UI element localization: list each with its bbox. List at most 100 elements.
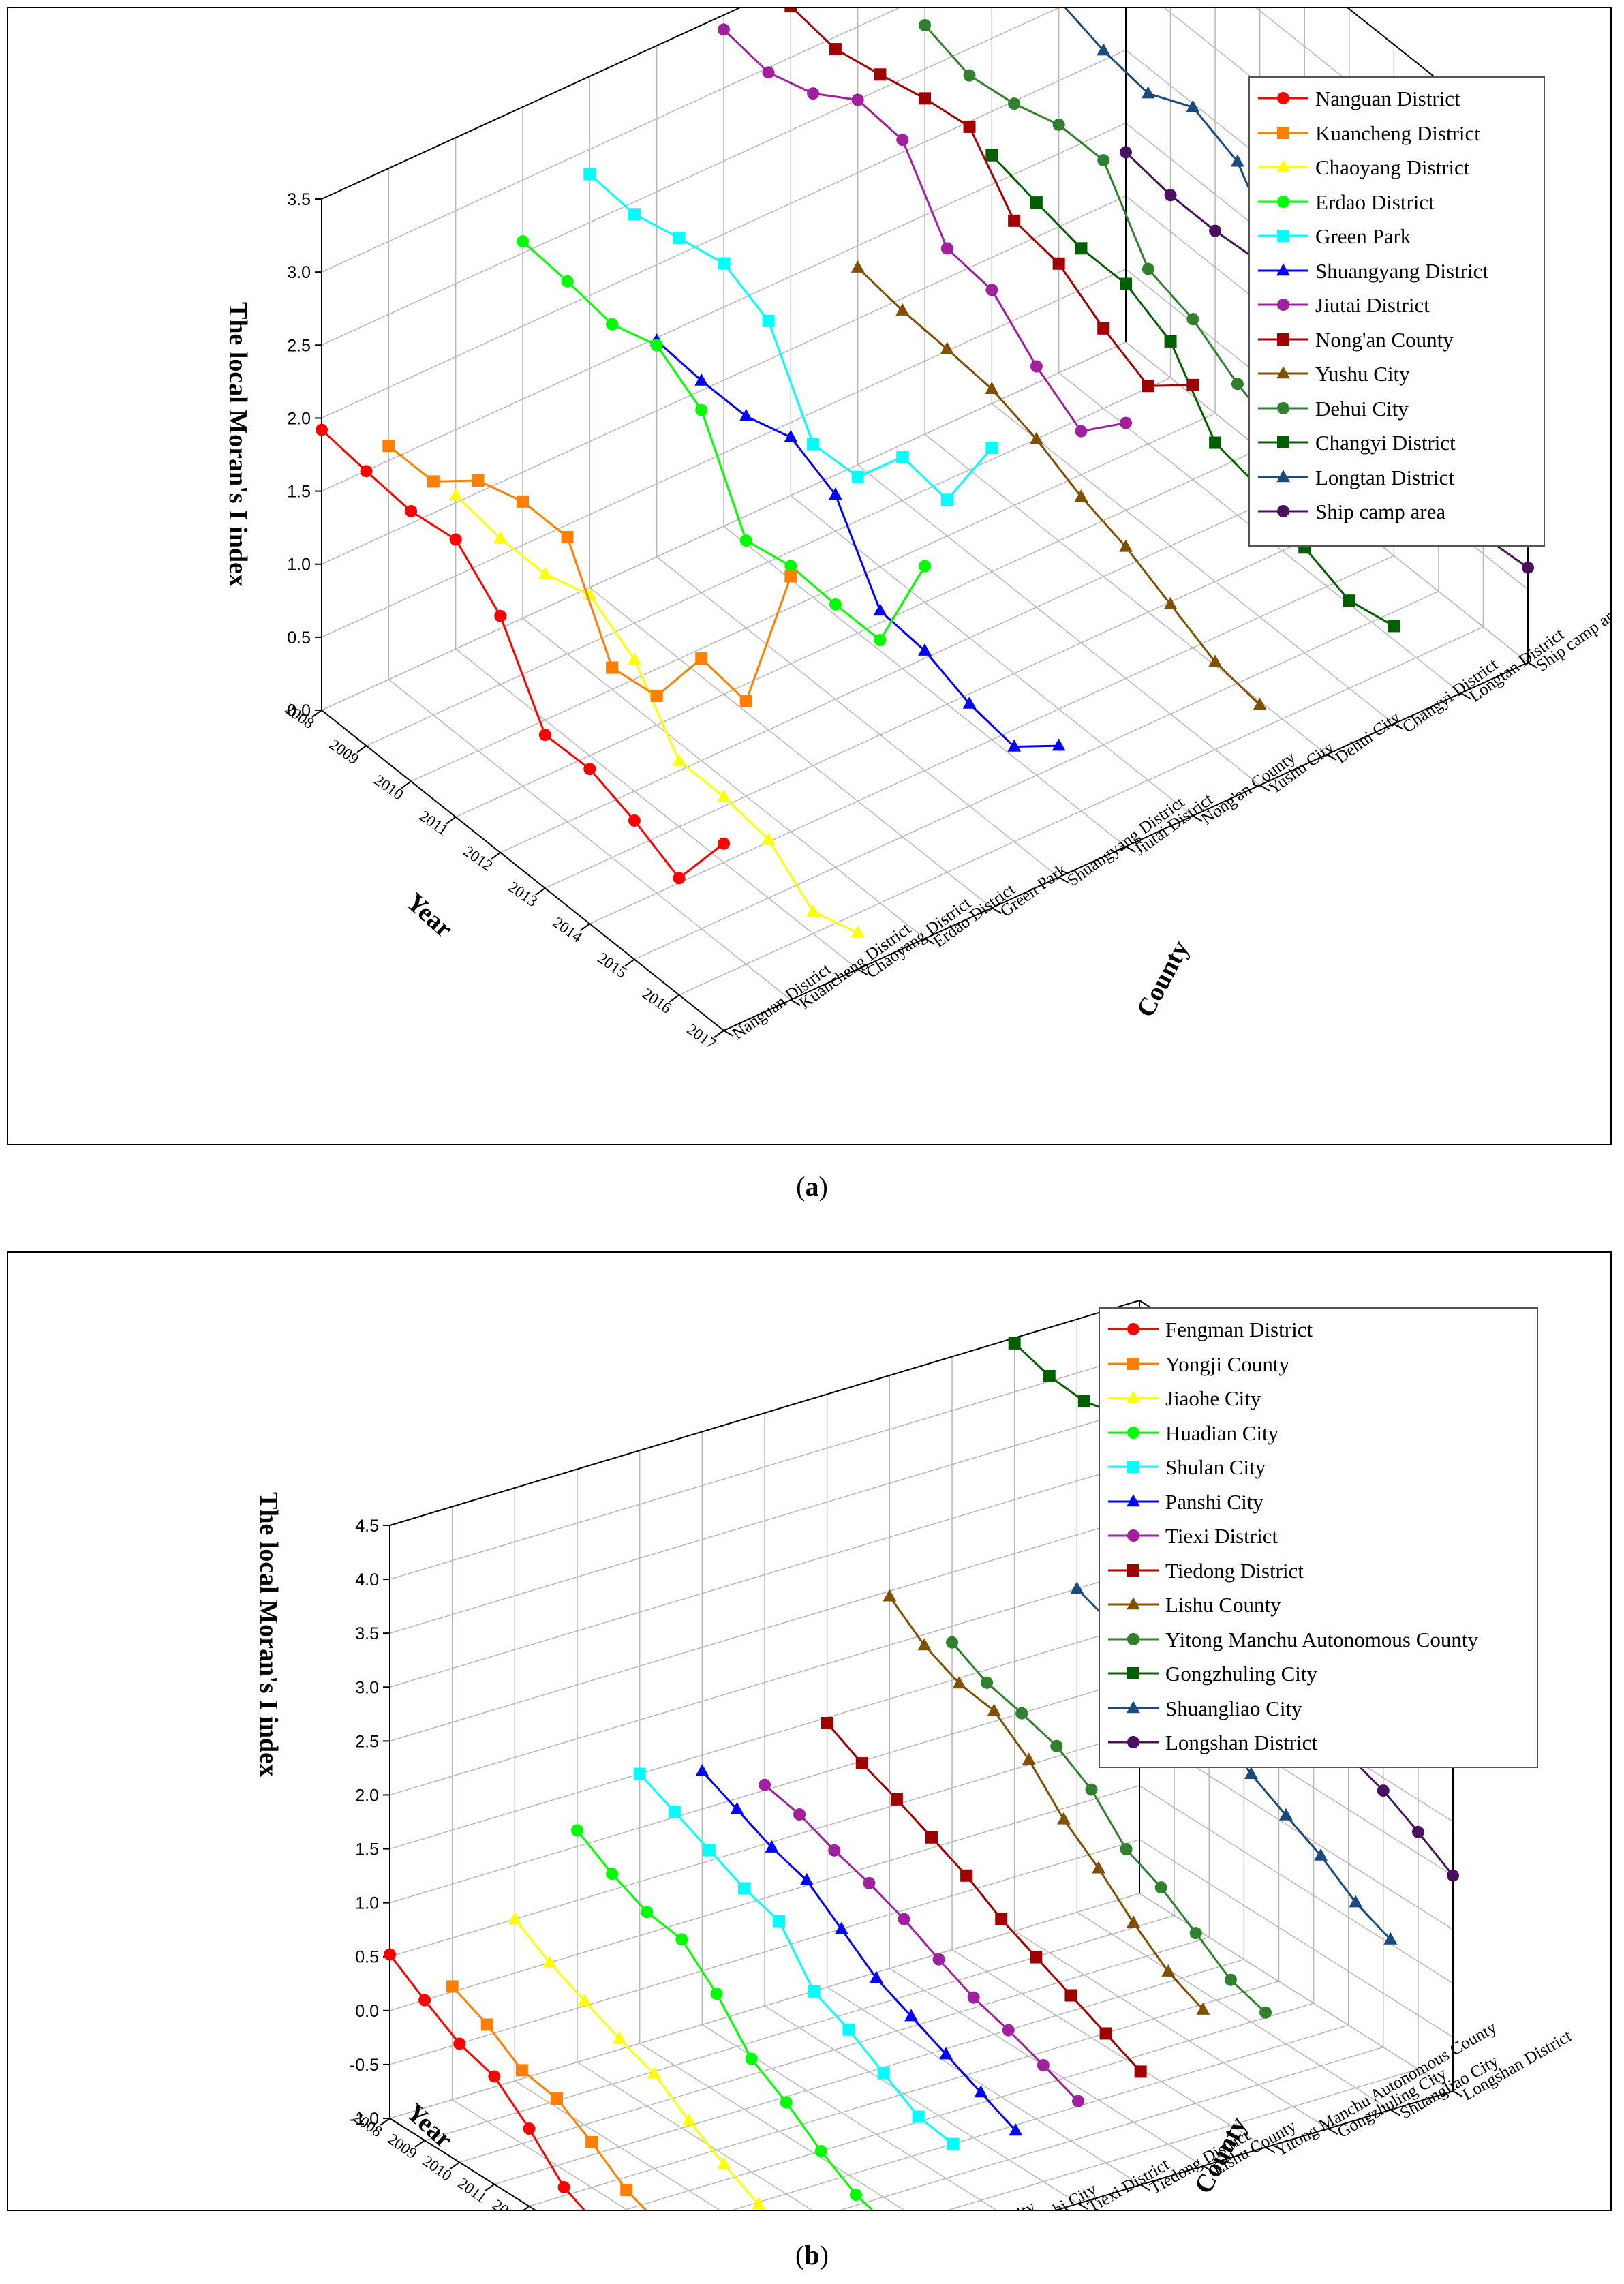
legend-item-chaoyang-district: Chaoyang District <box>1250 153 1544 183</box>
point-tiedong-district <box>960 1869 973 1882</box>
point-yitong-manchu-autonomous-county <box>1154 1881 1167 1894</box>
point-tiexi-district <box>759 1778 771 1791</box>
legend-swatch <box>1108 1700 1159 1713</box>
point-yitong-manchu-autonomous-county <box>946 1636 958 1649</box>
point-yushu-city <box>1029 431 1043 444</box>
chart-a-county-tick <box>991 907 1002 914</box>
legend-swatch-marker <box>1276 262 1290 275</box>
point-green-park <box>628 208 641 221</box>
point-green-park <box>673 232 686 245</box>
chart-a-value-tick-label: 1.0 <box>287 555 311 575</box>
point-changyi-district <box>1075 242 1088 255</box>
point-yushu-city <box>1163 597 1178 610</box>
point-changyi-district <box>1343 594 1355 607</box>
point-shuangyang-district <box>694 373 709 386</box>
point-longshan-district <box>1377 1784 1390 1797</box>
point-yushu-city <box>851 260 865 273</box>
point-nanguan-district <box>449 533 462 546</box>
chart-b-floor-gridline-county <box>514 2080 720 2210</box>
chart-b-value-tick-label: 1.5 <box>355 1840 379 1859</box>
point-changyi-district <box>985 149 998 162</box>
point-dehui-city <box>919 19 931 31</box>
point-lishu-county <box>1022 1752 1036 1765</box>
point-jiutai-district <box>807 87 820 100</box>
chart-b-year-tick-label: 2012 <box>489 2196 525 2210</box>
chart-b-floor-gridline-county <box>639 2043 905 2210</box>
chart-a-floor-gridline-county <box>656 556 1060 878</box>
legend-swatch <box>1108 1357 1159 1370</box>
point-gongzhuling-city <box>1077 1395 1090 1407</box>
chart-a-year-tick-label: 2016 <box>639 985 675 1017</box>
point-ship-camp-area <box>1164 189 1177 202</box>
series-line-yitong-manchu-autonomous-county <box>951 1641 1267 2013</box>
chart-b-county-tick <box>1202 2165 1213 2172</box>
point-dehui-city <box>1186 313 1199 326</box>
point-fengman-district <box>557 2181 570 2194</box>
chart-a-value-tick-label: 2.5 <box>287 336 311 355</box>
chart-a-year-tick-label: 2017 <box>684 1020 719 1052</box>
point-panshi-city <box>799 1872 814 1885</box>
point-panshi-city <box>695 1763 709 1776</box>
point-erdao-district <box>561 275 574 288</box>
legend-item-shuangliao-city: Shuangliao City <box>1100 1694 1537 1724</box>
point-shulan-city <box>808 1985 821 1998</box>
chart-b-year-tick <box>380 2118 390 2126</box>
point-tiexi-district <box>932 1953 945 1966</box>
legend-item-tiexi-district: Tiexi District <box>1100 1522 1537 1552</box>
point-shulan-city <box>877 2067 890 2080</box>
chart-a-year-axis-line <box>321 710 724 1031</box>
point-panshi-city <box>834 1921 848 1934</box>
point-huadian-city <box>814 2145 827 2158</box>
point-kuancheng-district <box>472 474 485 487</box>
point-yushu-city <box>1208 654 1223 667</box>
series-chaoyang-district <box>448 488 865 938</box>
point-tiexi-district <box>1002 2024 1015 2037</box>
series-line-panshi-city <box>701 1770 1017 2132</box>
point-tiedong-district <box>1030 1951 1043 1964</box>
chart-b-floor-gridline-county <box>827 1986 1142 2186</box>
series-line-fengman-district <box>388 1953 585 2210</box>
chart-b-year-tick <box>449 2161 460 2170</box>
legend-label: Shulan City <box>1165 1455 1266 1479</box>
legend-swatch <box>1108 1667 1159 1679</box>
point-changyi-district <box>1388 620 1400 633</box>
series-line-changyi-district <box>991 154 1395 627</box>
point-tiedong-district <box>1099 2027 1112 2040</box>
chart-b-county-tick <box>1140 2184 1151 2191</box>
point-tiexi-district <box>1072 2095 1084 2107</box>
chart-b-floor-gridline-county <box>951 1949 1266 2148</box>
point-longshan-district <box>1447 1869 1459 1882</box>
chart-b-value-tick-label: -0.5 <box>350 2056 379 2075</box>
series-line-yongji-county <box>451 1985 647 2210</box>
point-shuangliao-city <box>1070 1581 1084 1594</box>
legend-swatch <box>1258 401 1308 414</box>
point-yongji-county <box>480 2018 493 2031</box>
point-nanguan-district <box>628 814 641 827</box>
point-shulan-city <box>633 1767 646 1780</box>
chart-a-year-tick <box>490 852 501 860</box>
point-nong-an-county <box>1142 380 1154 393</box>
legend-label: Tiexi District <box>1165 1524 1278 1548</box>
legend-label: Longtan District <box>1315 465 1455 489</box>
point-tiedong-district <box>890 1793 903 1806</box>
point-chaoyang-district <box>448 488 463 501</box>
point-shuangyang-district <box>1052 738 1066 751</box>
chart-a-year-tick <box>714 1030 724 1038</box>
chart-a-value-tick-label: 0.5 <box>287 628 311 648</box>
legend-item-shulan-city: Shulan City <box>1100 1453 1537 1483</box>
point-yushu-city <box>985 382 999 395</box>
series-green-park <box>583 168 998 506</box>
caption-b: (b) <box>795 2240 829 2270</box>
legend-label: Shuangyang District <box>1315 258 1488 283</box>
chart-a-year-tick-label: 2015 <box>594 949 630 981</box>
legend-swatch-marker <box>1127 1461 1139 1473</box>
point-nanguan-district <box>360 465 373 478</box>
point-jiaohe-city <box>752 2197 766 2210</box>
series-line-yushu-city <box>857 267 1261 706</box>
legend-item-yitong-manchu-autonomous-county: Yitong Manchu Autonomous County <box>1100 1626 1537 1656</box>
legend-item-lishu-county: Lishu County <box>1100 1591 1537 1621</box>
chart-b-county-tick <box>1328 2128 1338 2135</box>
legend-swatch <box>1258 195 1308 208</box>
legend-swatch-marker <box>1277 299 1289 311</box>
chart-a-year-tick <box>535 887 546 896</box>
